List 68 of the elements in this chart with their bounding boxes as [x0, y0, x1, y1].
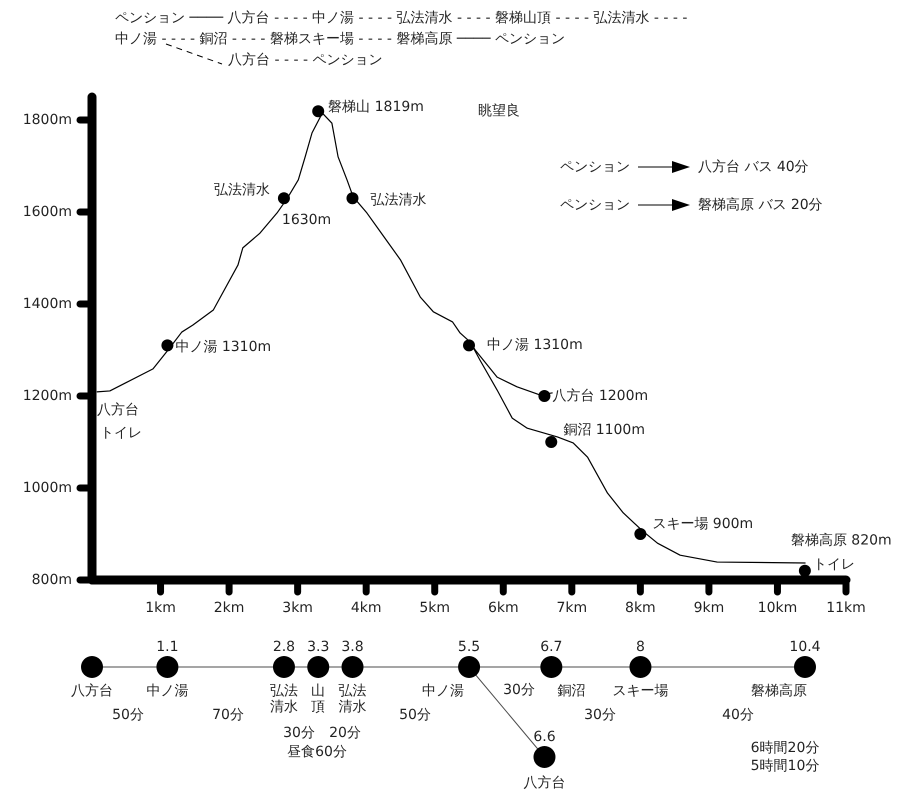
data-label: 3.8 — [341, 638, 364, 655]
category-label: 中ノ湯 — [422, 682, 464, 699]
y-tick-label: 1400m — [22, 296, 72, 312]
x-tick-label: 9km — [694, 600, 724, 616]
annotation: トイレ — [100, 424, 142, 441]
text: 30分 — [584, 706, 616, 723]
text: 50分 — [112, 706, 144, 723]
annotation: 1630m — [282, 212, 332, 228]
x-tick-label: 1km — [145, 600, 176, 616]
annotation: 眺望良 — [478, 102, 520, 119]
annotation: 八方台 バス 40分 — [698, 158, 809, 175]
data-label: 5.5 — [458, 638, 480, 655]
annotation: トイレ — [812, 556, 855, 573]
text: 30分 — [283, 724, 315, 741]
annotation: スキー場 900m — [652, 516, 754, 532]
annotation: ペンション — [560, 158, 630, 175]
x-tick-label: 11km — [826, 600, 866, 616]
data-label: 8 — [636, 638, 645, 655]
text: 20分 — [329, 724, 361, 741]
annotation: 磐梯高原 820m — [790, 532, 892, 549]
annotation: 中ノ湯 1310m — [487, 337, 583, 354]
text: 八方台 - - - - ペンション — [228, 52, 382, 68]
annotation: 弘法清水 — [214, 182, 270, 198]
x-tick-label: 6km — [488, 600, 519, 616]
text: 5時間10分 — [750, 758, 820, 774]
annotation: 中ノ湯 1310m — [175, 339, 272, 356]
text: 30分 — [503, 682, 535, 698]
category-label: スキー場 — [612, 682, 668, 699]
x-tick-label: 5km — [419, 600, 450, 616]
category-label: 中ノ湯 — [146, 682, 188, 699]
category-label: 山頂 — [311, 682, 326, 715]
category-label: 弘法清水 — [270, 682, 298, 715]
text: 40分 — [722, 706, 754, 723]
data-label: 3.3 — [307, 638, 330, 655]
annotation: 磐梯高原 バス 20分 — [698, 196, 823, 213]
data-label: 2.8 — [272, 638, 296, 655]
text: 昼食60分 — [287, 744, 347, 760]
category-label: 八方台 — [71, 682, 113, 699]
annotation: 弘法清水 — [370, 192, 426, 208]
y-tick-label: 1200m — [22, 388, 72, 404]
x-tick-label: 2km — [214, 600, 244, 616]
category-label: 銅沼 — [557, 682, 586, 699]
category-label: 八方台 — [523, 774, 566, 791]
data-label: 1.1 — [156, 638, 179, 655]
x-tick-label: 7km — [556, 600, 588, 616]
text: ペンション ──── 八方台 - - - - 中ノ湯 - - - - 弘法清水 - - - - 磐梯山頂 - - - - 弘法清水 - - - - — [115, 10, 688, 26]
annotation: ペンション — [560, 196, 630, 213]
y-tick-label: 1800m — [22, 112, 72, 128]
annotation: 八方台 1200m — [552, 388, 648, 404]
text: 6時間20分 — [750, 740, 820, 756]
y-tick-label: 1000m — [22, 480, 72, 496]
data-label: 10.4 — [789, 638, 821, 655]
annotation: 八方台 — [97, 402, 139, 418]
annotation: 銅沼 1100m — [563, 422, 645, 438]
y-tick-label: 800m — [32, 572, 72, 588]
text: 中ノ湯 - - - - 銅沼 - - - - 磐梯スキー場 - - - - 磐梯高原 ──── ペンション — [115, 30, 565, 47]
data-label: 6.6 — [533, 728, 556, 745]
category-label: 弘法清水 — [338, 682, 367, 715]
y-tick-label: 1600m — [22, 204, 72, 220]
text: 70分 — [212, 706, 244, 723]
x-tick-label: 8km — [625, 600, 656, 616]
x-tick-label: 10km — [758, 600, 798, 616]
x-tick-label: 4km — [350, 600, 382, 616]
category-label: 磐梯高原 — [751, 682, 807, 699]
x-tick-label: 3km — [282, 600, 313, 616]
annotation: 磐梯山 1819m — [328, 99, 424, 116]
text: 50分 — [399, 706, 431, 723]
data-label: 6.7 — [540, 638, 562, 655]
